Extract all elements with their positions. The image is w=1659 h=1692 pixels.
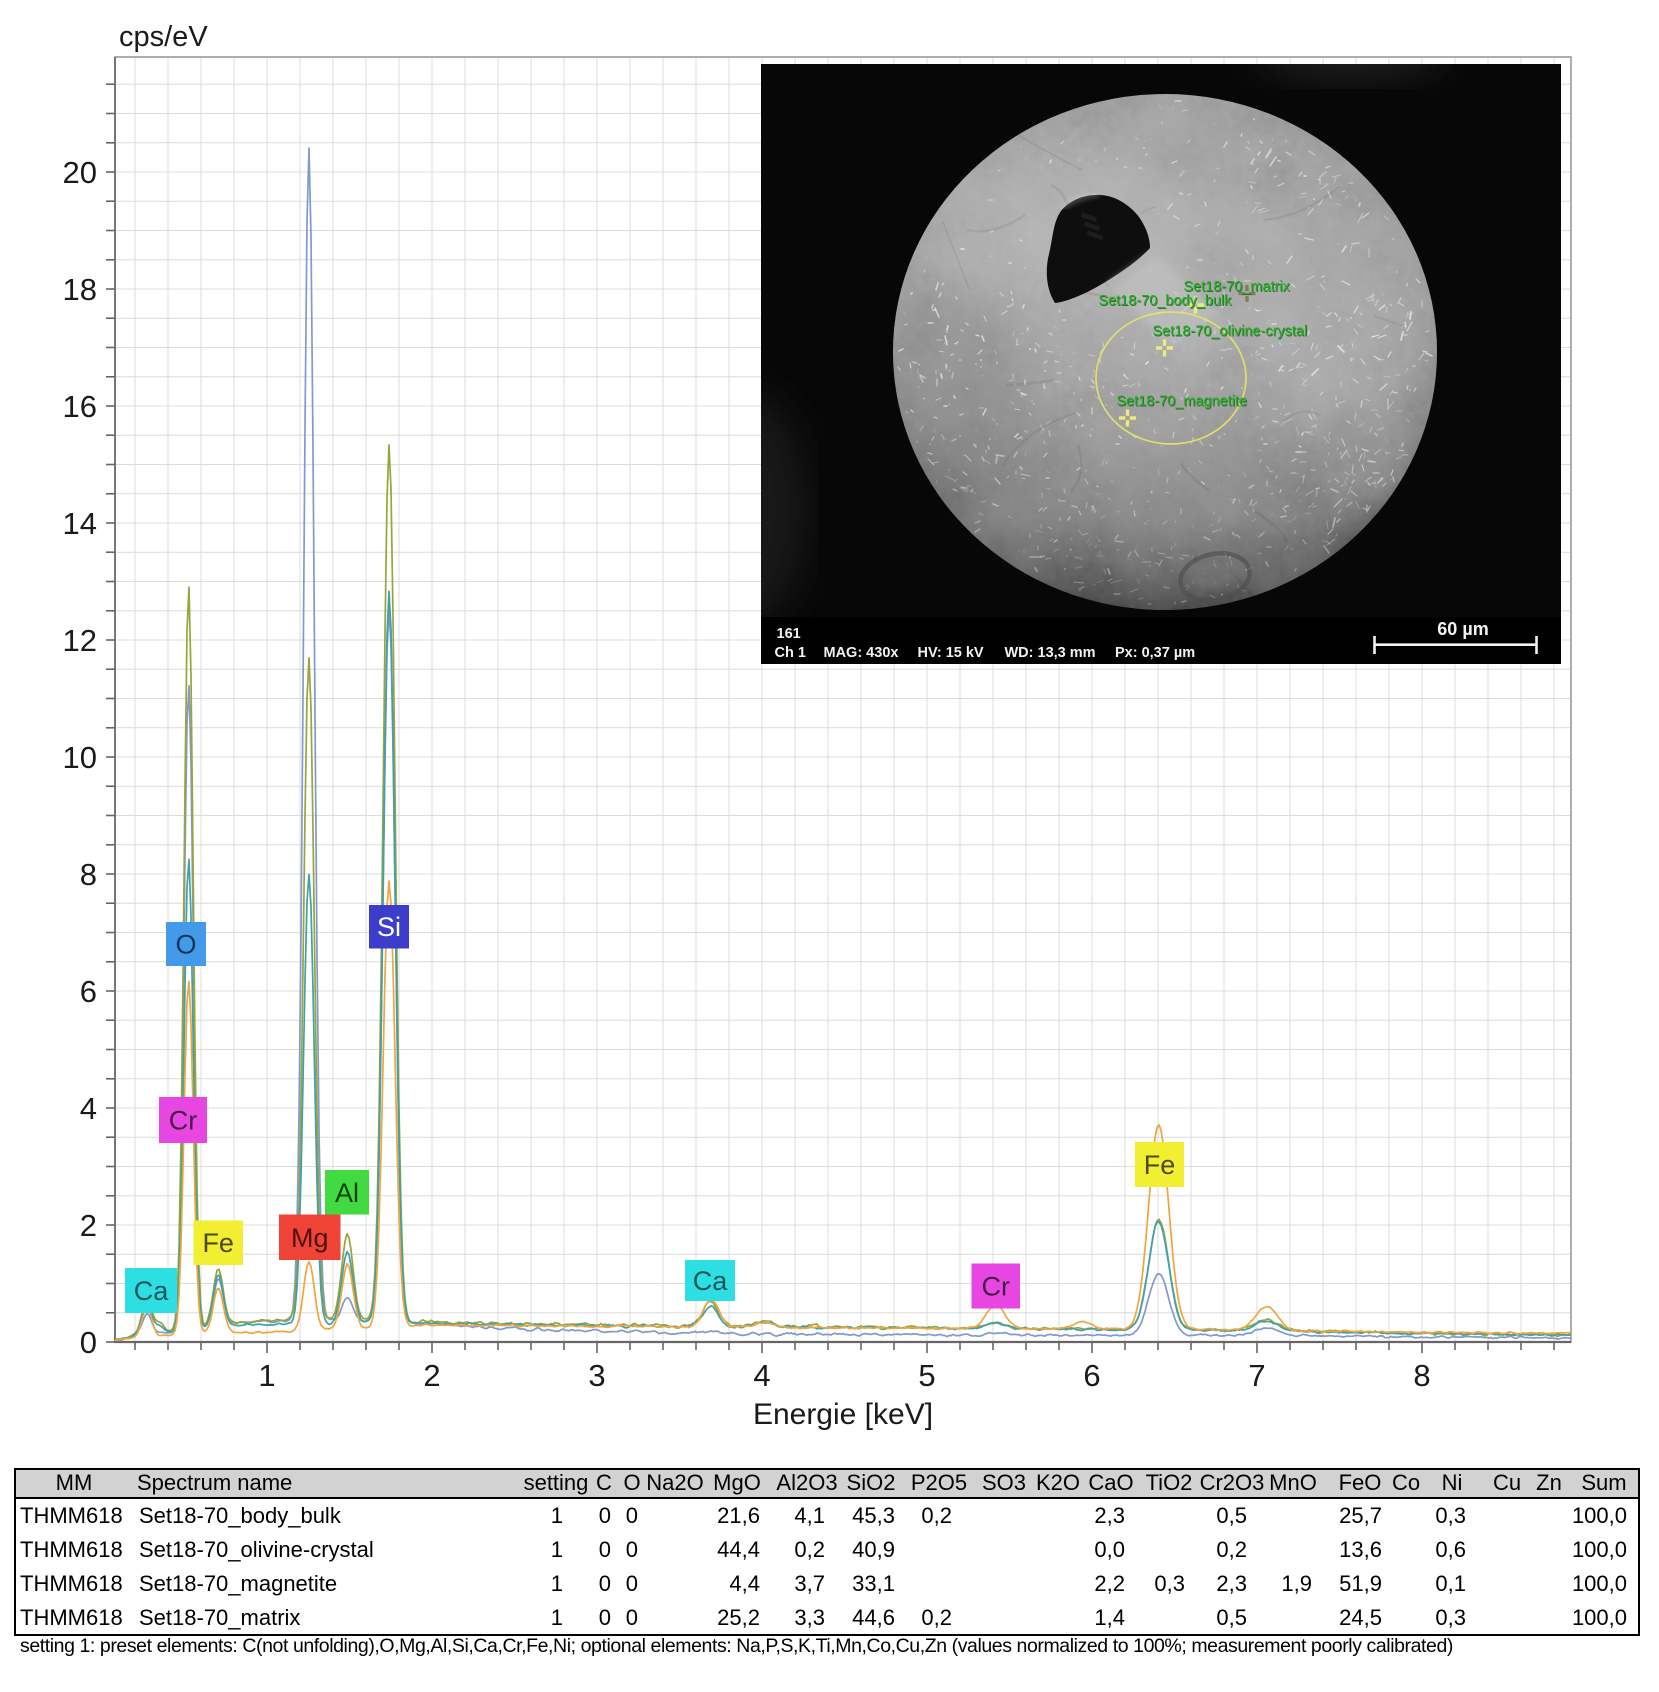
svg-text:Fe: Fe: [202, 1228, 234, 1258]
svg-text:Set18-70_olivine-crystal: Set18-70_olivine-crystal: [1153, 324, 1308, 340]
svg-text:Set18-70_magnetite: Set18-70_magnetite: [1117, 394, 1248, 410]
svg-text:Energie [keV]: Energie [keV]: [753, 1398, 933, 1431]
svg-text:Cr: Cr: [982, 1272, 1011, 1302]
svg-text:MAG: 430x: MAG: 430x: [824, 645, 899, 661]
svg-text:Set18-70_olivine-crystal: Set18-70_olivine-crystal: [1153, 324, 1308, 340]
svg-text:Si: Si: [377, 912, 401, 942]
svg-text:Px: 0,37 µm: Px: 0,37 µm: [1115, 645, 1195, 661]
svg-text:Mg: Mg: [291, 1223, 329, 1253]
svg-text:Cr: Cr: [169, 1106, 198, 1136]
svg-text:0: 0: [80, 1325, 97, 1360]
svg-text:Set18-70_body_bulk: Set18-70_body_bulk: [1099, 293, 1233, 309]
svg-text:16: 16: [63, 389, 97, 424]
svg-text:6: 6: [1083, 1358, 1100, 1393]
svg-text:7: 7: [1248, 1358, 1265, 1393]
svg-text:8: 8: [1413, 1358, 1430, 1393]
svg-text:12: 12: [63, 623, 97, 658]
svg-text:Ca: Ca: [134, 1276, 169, 1306]
svg-text:Set18-70_matrix: Set18-70_matrix: [1184, 280, 1291, 296]
svg-text:Ca: Ca: [693, 1266, 728, 1296]
svg-text:20: 20: [63, 155, 97, 190]
svg-text:8: 8: [80, 857, 97, 892]
svg-text:161: 161: [777, 626, 801, 642]
svg-text:Set18-70_magnetite: Set18-70_magnetite: [1117, 394, 1248, 410]
svg-text:WD: 13,3 mm: WD: 13,3 mm: [1005, 645, 1096, 661]
svg-text:2: 2: [80, 1208, 97, 1243]
svg-text:Set18-70_matrix: Set18-70_matrix: [1184, 279, 1291, 295]
svg-text:3: 3: [588, 1358, 605, 1393]
svg-text:18: 18: [63, 272, 97, 307]
svg-text:6: 6: [80, 974, 97, 1009]
svg-text:Fe: Fe: [1144, 1150, 1176, 1180]
svg-text:Set18-70_body_bulk: Set18-70_body_bulk: [1099, 294, 1233, 310]
svg-text:4: 4: [753, 1358, 770, 1393]
svg-text:HV: 15 kV: HV: 15 kV: [918, 645, 984, 661]
svg-text:14: 14: [63, 506, 97, 541]
svg-text:4: 4: [80, 1091, 97, 1126]
svg-text:Al: Al: [335, 1178, 359, 1208]
svg-text:1: 1: [258, 1358, 275, 1393]
svg-text:10: 10: [63, 740, 97, 775]
svg-text:2: 2: [423, 1358, 440, 1393]
svg-text:Ch 1: Ch 1: [775, 645, 806, 661]
svg-text:5: 5: [918, 1358, 935, 1393]
svg-text:O: O: [175, 930, 196, 960]
svg-text:60 µm: 60 µm: [1437, 619, 1488, 639]
